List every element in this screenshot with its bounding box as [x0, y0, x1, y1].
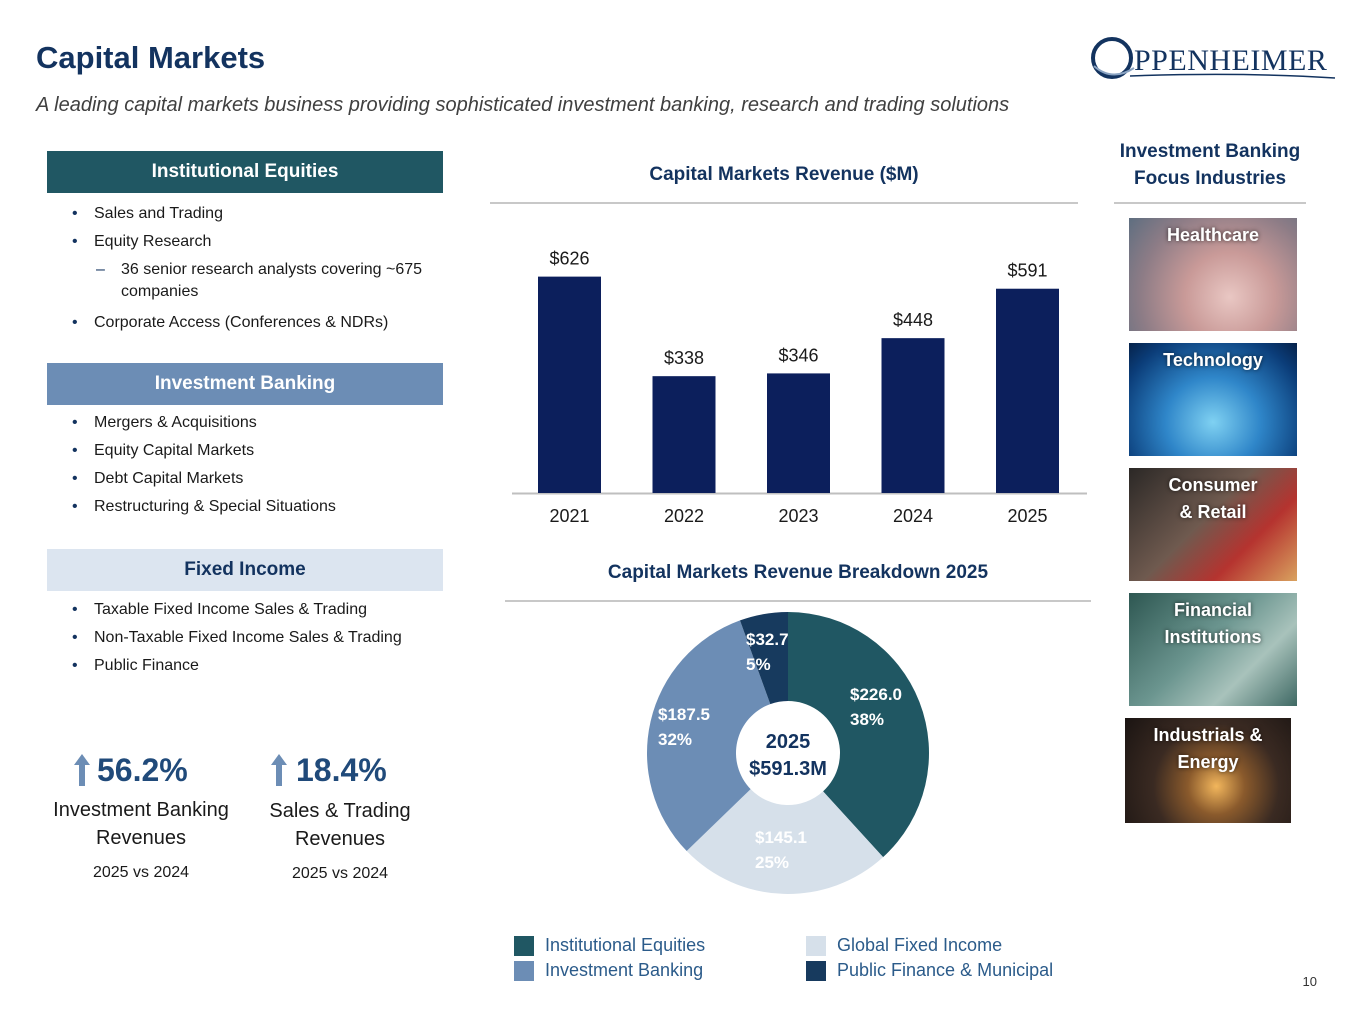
legend-swatch [514, 960, 534, 981]
list-item: Non-Taxable Fixed Income Sales & Trading [72, 624, 442, 652]
legend-item-global-fixed-income: Global Fixed Income [806, 935, 1002, 956]
bar-value-label: $338 [664, 348, 704, 368]
page-subtitle: A leading capital markets business provi… [36, 94, 1010, 116]
up-arrow-icon [74, 754, 90, 786]
industry-tile-technology: Technology [1129, 343, 1297, 456]
x-tick-label: 2021 [549, 506, 589, 526]
bar-2025 [996, 288, 1059, 493]
oppenheimer-logo: PPENHEIMER [1091, 37, 1336, 79]
page-number: 10 [1302, 974, 1317, 989]
legend-item-institutional-equities: Institutional Equities [514, 935, 705, 956]
legend-item-investment-banking: Investment Banking [514, 960, 703, 981]
investment-banking-list: Mergers & Acquisitions Equity Capital Ma… [72, 409, 442, 521]
revenue-bar-chart: $626 2021 $338 2022 $346 2023 $448 2024 $591 2025 [512, 249, 1087, 526]
slice-value-label: $187.5 [658, 705, 710, 724]
svg-text:PPENHEIMER: PPENHEIMER [1134, 44, 1327, 77]
up-arrow-icon [271, 754, 287, 786]
legend-item-public-finance: Public Finance & Municipal [806, 960, 1053, 981]
legend-swatch [806, 935, 826, 956]
bar-2021 [538, 276, 601, 493]
donut-slice [686, 789, 884, 894]
list-item: Equity Research [72, 228, 432, 256]
investment-banking-growth-label: Investment Banking Revenues [53, 799, 229, 849]
list-item: Debt Capital Markets [72, 465, 442, 493]
slice-value-label: $226.0 [850, 685, 902, 704]
industry-tile-healthcare: Healthcare [1129, 218, 1297, 331]
sales-trading-growth-period: 2025 vs 2024 [291, 865, 389, 882]
donut-center-year: 2025 [766, 731, 811, 753]
section-header-fixed-income: Fixed Income [47, 549, 443, 591]
sales-trading-growth-label: Sales & Trading Revenues [269, 800, 411, 850]
bar-2023 [767, 373, 830, 493]
divider [505, 600, 1091, 602]
list-item: Sales and Trading [72, 200, 432, 228]
bar-value-label: $346 [778, 345, 818, 365]
divider [1114, 202, 1306, 204]
fixed-income-list: Taxable Fixed Income Sales & Trading Non… [72, 596, 442, 680]
slice-percent-label: 5% [746, 655, 771, 674]
divider [490, 202, 1078, 204]
bar-value-label: $591 [1007, 261, 1047, 281]
revenue-breakdown-donut-chart: $226.0 38% $145.1 25% $187.5 32% $32.7 5% 2025 $5… [647, 612, 929, 894]
bar-value-label: $626 [549, 249, 589, 269]
donut-slice [788, 612, 929, 858]
x-tick-label: 2024 [893, 506, 933, 526]
donut-center-total: $591.3M [749, 758, 827, 780]
x-tick-label: 2023 [778, 506, 818, 526]
slice-percent-label: 25% [755, 853, 789, 872]
list-item: Equity Capital Markets [72, 437, 442, 465]
list-item: Public Finance [72, 652, 442, 680]
legend-swatch [514, 935, 534, 956]
list-item: Corporate Access (Conferences & NDRs) [72, 309, 432, 337]
investment-banking-growth: 56.2% [97, 752, 188, 788]
bar-value-label: $448 [893, 310, 933, 330]
industry-tile-consumer-retail: Consumer & Retail [1129, 468, 1297, 581]
institutional-equities-list: Sales and Trading Equity Research 36 sen… [72, 200, 432, 337]
sales-trading-growth: 18.4% [296, 752, 387, 788]
donut-slice [739, 612, 788, 705]
slice-value-label: $32.7 [746, 630, 789, 649]
industry-tile-industrials-energy: Industrials & Energy [1125, 718, 1291, 823]
slice-value-label: $145.1 [755, 828, 807, 847]
bar-2024 [881, 338, 945, 493]
list-item: Taxable Fixed Income Sales & Trading [72, 596, 442, 624]
bar-2022 [652, 376, 716, 493]
list-item: Restructuring & Special Situations [72, 493, 442, 521]
donut-slice [647, 620, 771, 852]
industry-tile-financial-institutions: Financial Institutions [1129, 593, 1297, 706]
bar-chart-title: Capital Markets Revenue ($M) [649, 164, 919, 185]
slice-percent-label: 38% [850, 710, 884, 729]
slice-percent-label: 32% [658, 730, 692, 749]
x-tick-label: 2025 [1007, 506, 1047, 526]
x-tick-label: 2022 [664, 506, 704, 526]
list-item: 36 senior research analysts covering ~67… [72, 259, 432, 303]
section-header-institutional-equities: Institutional Equities [47, 151, 443, 193]
legend-swatch [806, 960, 826, 981]
list-item: Mergers & Acquisitions [72, 409, 442, 437]
section-header-investment-banking: Investment Banking [47, 363, 443, 405]
page-title: Capital Markets [36, 40, 266, 75]
investment-banking-growth-period: 2025 vs 2024 [92, 864, 190, 881]
donut-chart-title: Capital Markets Revenue Breakdown 2025 [607, 562, 989, 583]
focus-industries-title: Investment Banking Focus Industries [1119, 141, 1301, 189]
